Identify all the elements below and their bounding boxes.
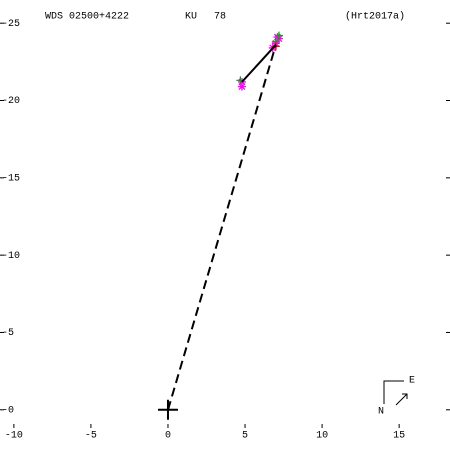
y-tick-label: -0 (2, 405, 14, 416)
compass (383, 380, 408, 406)
x-tick-label: -10 (5, 431, 23, 442)
compass-arrow (395, 393, 408, 406)
x-tick-label: 15 (393, 431, 405, 442)
y-tick-label: -15 (2, 173, 20, 184)
x-tick-label: 0 (165, 431, 171, 442)
line (167, 44, 277, 411)
y-tick-label: -5 (2, 328, 14, 339)
point (274, 31, 283, 40)
reference: (Hrt2017a) (345, 11, 405, 23)
point (273, 33, 282, 42)
compass-frame (383, 380, 404, 404)
discoverer: KU (185, 12, 197, 23)
x-tick-label: -5 (85, 431, 97, 442)
y-tick-label: -20 (2, 96, 20, 107)
y-tick-label: -25 (2, 19, 20, 30)
point (237, 77, 246, 86)
number: 78 (214, 12, 226, 23)
x-tick-label: 10 (316, 431, 328, 442)
compass-east: E (409, 376, 415, 387)
x-tick-label: 5 (242, 431, 248, 442)
y-tick-label: -10 (2, 251, 20, 262)
line (241, 44, 277, 83)
point (237, 82, 246, 91)
chart-title: WDS 02500+4222 (45, 12, 129, 23)
compass-north: N (378, 407, 384, 418)
origin (157, 399, 178, 420)
